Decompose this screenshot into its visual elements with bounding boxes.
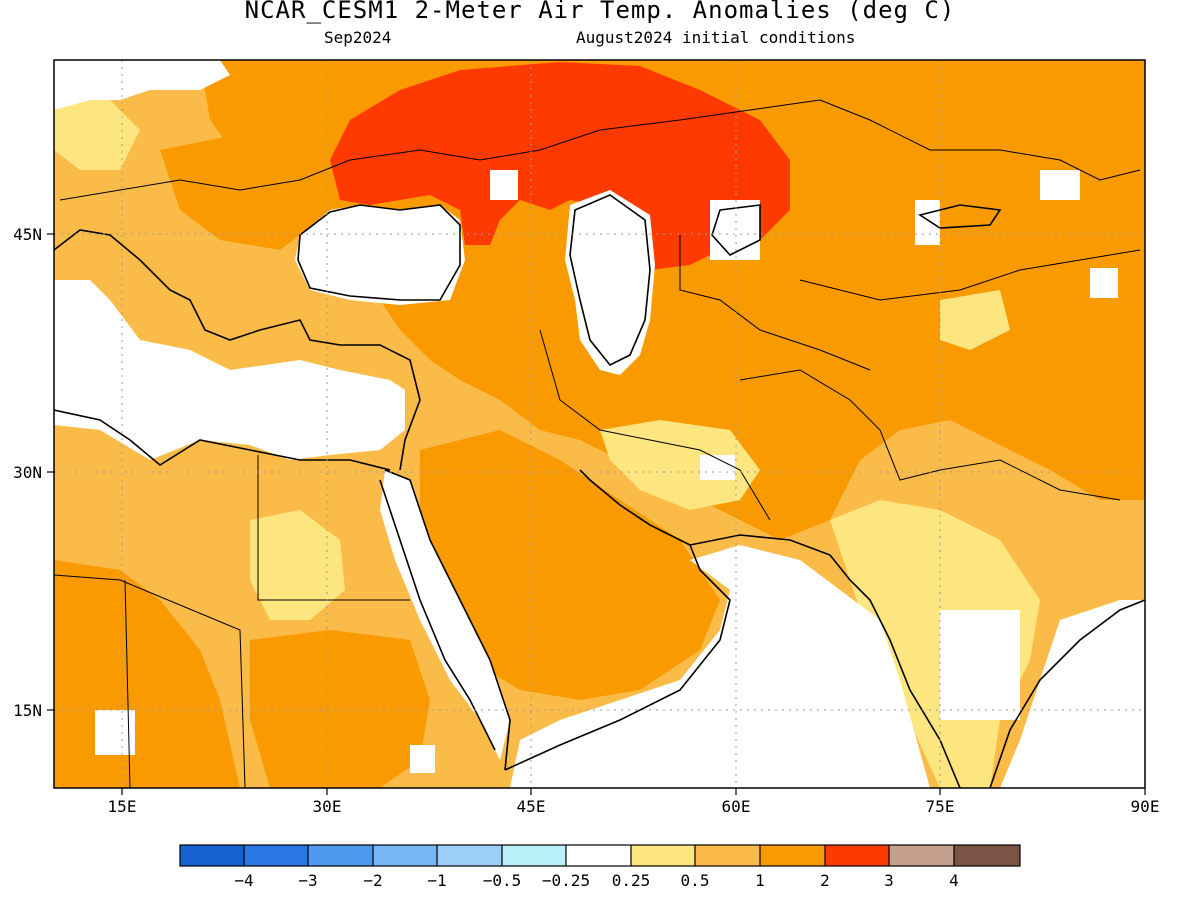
field-near-zero-red-sea [380, 470, 510, 760]
legend-label: 0.25 [612, 871, 651, 890]
legend-swatch [760, 845, 825, 866]
legend-label: −0.25 [542, 871, 590, 890]
country-borders [54, 99, 1141, 788]
legend-swatch [502, 845, 566, 866]
coast-red-sea-west [379, 479, 496, 751]
field-near-zero-black-sea [295, 205, 465, 305]
field-light-tibet [940, 290, 1010, 350]
field-near-zero-mediterranean [54, 280, 405, 460]
field-2-3-arabia [420, 430, 720, 700]
lon-label-75e: 75E [926, 797, 955, 816]
coast-caspian [569, 194, 651, 367]
field-light-sahara [250, 510, 345, 620]
border-central-asia [679, 235, 871, 371]
legend-swatch [308, 845, 373, 866]
border-china-west [799, 249, 1141, 301]
field-2-3-horn [250, 630, 430, 788]
legend-labels: −4 −3 −2 −1 −0.5 −0.25 0.25 0.5 1 2 3 4 [234, 871, 958, 890]
field-near-zero-balkhash [915, 200, 940, 245]
legend-swatch [889, 845, 954, 866]
coastlines [54, 194, 1145, 788]
lon-label-45e: 45E [517, 797, 546, 816]
coast-black-sea [297, 204, 461, 301]
legend-swatch [373, 845, 437, 866]
legend-label: −2 [363, 871, 382, 890]
legend-label: −0.5 [483, 871, 522, 890]
field-near-zero-volga-spot [490, 170, 518, 200]
field-near-zero-arabian-sea [510, 545, 930, 788]
legend-label: 4 [949, 871, 959, 890]
legend-label: −3 [298, 871, 317, 890]
legend-swatch [631, 845, 695, 866]
lon-label-90e: 90E [1131, 797, 1160, 816]
field-near-zero-north-edge [54, 60, 230, 110]
coast-arabia-south [504, 469, 731, 771]
border-europe-russia [59, 99, 821, 201]
lon-label-60e: 60E [722, 797, 751, 816]
field-light-europe [54, 100, 140, 170]
legend-swatch [244, 845, 308, 866]
field-near-zero-mongolia-spot [1040, 170, 1080, 200]
legend-label: 1 [755, 871, 765, 890]
coast-red-sea-east [384, 469, 511, 771]
legend-label: 0.5 [681, 871, 710, 890]
legend-label: 2 [820, 871, 830, 890]
legend-swatch [566, 845, 631, 866]
field-near-zero-india-pocket [940, 610, 1020, 720]
tick-marks [47, 233, 1146, 795]
valid-month: Sep2024 [324, 28, 392, 47]
border-west-africa [124, 579, 131, 788]
field-near-zero-ethiopia-spot [410, 745, 435, 773]
field-near-zero-bay-of-bengal [1000, 600, 1145, 788]
legend-swatch [954, 845, 1020, 866]
field-light-iran [600, 420, 760, 510]
coast-aral [711, 204, 761, 256]
border-sahel [54, 574, 246, 788]
coast-india-west [689, 534, 961, 788]
border-egypt-sudan [257, 455, 410, 601]
coast-africa-north [54, 409, 391, 471]
graticule [54, 60, 1145, 788]
coast-balkhash [918, 204, 1002, 229]
legend-swatch [180, 845, 244, 866]
field-near-zero-tibet-spot [1090, 268, 1118, 298]
anomaly-field [54, 60, 1145, 788]
lat-label-45n: 45N [13, 225, 42, 244]
initial-conditions: August2024 initial conditions [576, 28, 856, 47]
border-himalaya [739, 369, 1121, 501]
coast-med-north [54, 229, 421, 471]
border-iran [539, 329, 771, 521]
legend-swatch [437, 845, 502, 866]
legend-label: 3 [884, 871, 894, 890]
field-near-zero-aral [710, 200, 760, 260]
lon-label-15e: 15E [108, 797, 137, 816]
coast-india-east [989, 599, 1145, 788]
map-frame [53, 59, 1146, 789]
legend-colorbar [179, 844, 1021, 867]
legend-swatch [825, 845, 889, 866]
field-3-4-hot [330, 62, 790, 270]
lat-label-30n: 30N [13, 463, 42, 482]
border-russia-kazakh [819, 99, 1141, 181]
lat-label-15n: 15N [13, 701, 42, 720]
legend-label: −1 [427, 871, 446, 890]
legend-swatch [695, 845, 760, 866]
lon-label-30e: 30E [313, 797, 342, 816]
legend-label: −4 [234, 871, 253, 890]
map-title: NCAR_CESM1 2-Meter Air Temp. Anomalies (… [244, 0, 956, 24]
